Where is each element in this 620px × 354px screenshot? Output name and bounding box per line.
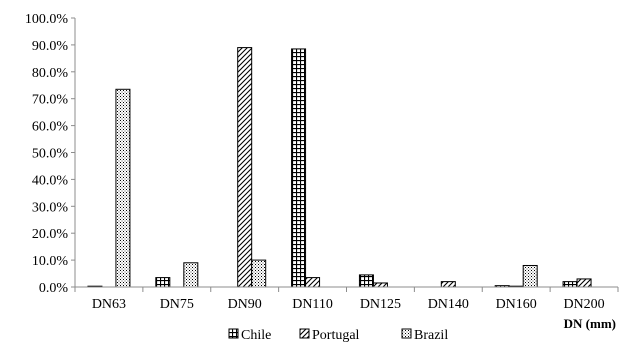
y-tick-label: 50.0% — [32, 147, 69, 162]
bar-portugal-dn125 — [372, 282, 388, 288]
bar-portugal-dn200 — [576, 278, 592, 288]
y-tick-label: 40.0% — [32, 173, 69, 188]
y-tick-label: 10.0% — [32, 254, 69, 269]
bar-brazil-dn160 — [522, 264, 538, 288]
x-tick-label: DN200 — [563, 297, 604, 312]
bar-chile-dn200 — [562, 281, 578, 288]
y-tick-label: 100.0% — [25, 12, 69, 27]
x-tick-label: DN75 — [160, 297, 194, 312]
bar-brazil-dn63 — [115, 88, 131, 288]
legend: Chile Portugal Brazil — [228, 328, 448, 343]
bar-chile-dn125 — [358, 274, 374, 288]
y-tick-label: 30.0% — [32, 200, 69, 215]
x-tick-label: DN63 — [92, 297, 126, 312]
y-axis: 0.0% 10.0% 20.0% 30.0% 40.0% 50.0% 60.0% 70.0% 8… — [25, 12, 76, 296]
bar-brazil-dn90 — [251, 259, 267, 288]
y-tick-label: 0.0% — [39, 281, 69, 296]
legend-label-brazil: Brazil — [414, 328, 448, 343]
x-tick-label: DN90 — [228, 297, 262, 312]
legend-swatch-brazil — [401, 328, 412, 339]
bars — [87, 47, 592, 288]
x-axis: DN63 DN75 DN90 DN110 DN125 DN140 DN160 DN200 — [74, 286, 619, 312]
legend-swatch-portugal — [299, 328, 310, 339]
y-tick-label: 20.0% — [32, 227, 69, 242]
y-tick-label: 90.0% — [32, 39, 69, 54]
bar-portugal-dn110 — [305, 277, 321, 288]
x-tick-label: DN110 — [292, 297, 333, 312]
bar-chile-dn110 — [291, 48, 307, 288]
bar-brazil-dn75 — [183, 262, 199, 288]
bar-chile-dn75 — [155, 277, 171, 288]
y-tick-label: 60.0% — [32, 120, 69, 135]
legend-label-chile: Chile — [241, 328, 271, 343]
x-axis-title: DN (mm) — [564, 316, 616, 331]
legend-swatch-chile — [228, 328, 239, 339]
x-tick-label: DN160 — [496, 297, 537, 312]
y-tick-label: 70.0% — [32, 93, 69, 108]
x-tick-label: DN140 — [428, 297, 469, 312]
legend-label-portugal: Portugal — [312, 328, 360, 343]
bar-portugal-dn90 — [237, 47, 253, 288]
y-tick-label: 80.0% — [32, 66, 69, 81]
bar-portugal-dn140 — [440, 281, 456, 288]
x-tick-label: DN125 — [360, 297, 401, 312]
